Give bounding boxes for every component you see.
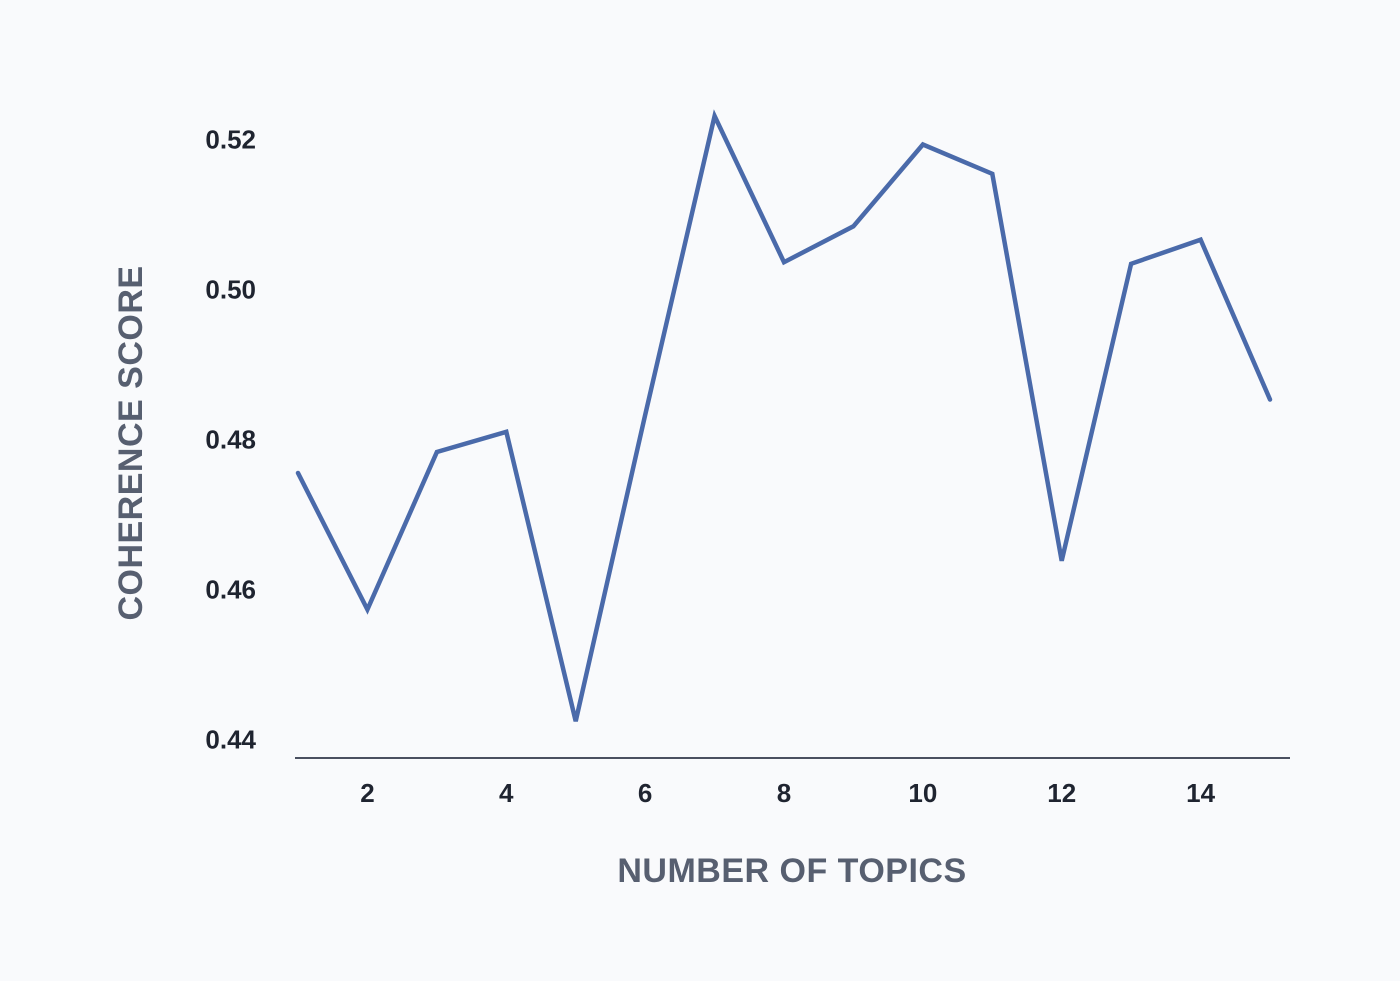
x-tick-label: 12 bbox=[1047, 778, 1076, 808]
x-tick-label: 14 bbox=[1186, 778, 1215, 808]
x-tick-label: 6 bbox=[638, 778, 652, 808]
y-axis-title: COHERENCE SCORE bbox=[112, 265, 150, 620]
series-group bbox=[295, 109, 1273, 722]
x-tick-label: 2 bbox=[360, 778, 374, 808]
x-tick-label: 4 bbox=[499, 778, 514, 808]
y-tick-label: 0.48 bbox=[205, 424, 256, 454]
y-tick-label: 0.52 bbox=[205, 124, 256, 154]
x-tick-label: 8 bbox=[777, 778, 791, 808]
y-tick-label: 0.46 bbox=[205, 574, 256, 604]
y-tick-label: 0.50 bbox=[205, 274, 256, 304]
x-axis-title: NUMBER OF TOPICS bbox=[617, 852, 966, 890]
y-tick-label: 0.44 bbox=[205, 724, 256, 754]
x-tick-label: 10 bbox=[908, 778, 937, 808]
series-line bbox=[295, 109, 1273, 722]
x-axis-ticks: 2 4 6 8 10 12 14 bbox=[360, 778, 1215, 808]
y-axis-ticks: 0.44 0.46 0.48 0.50 0.52 bbox=[205, 124, 256, 754]
